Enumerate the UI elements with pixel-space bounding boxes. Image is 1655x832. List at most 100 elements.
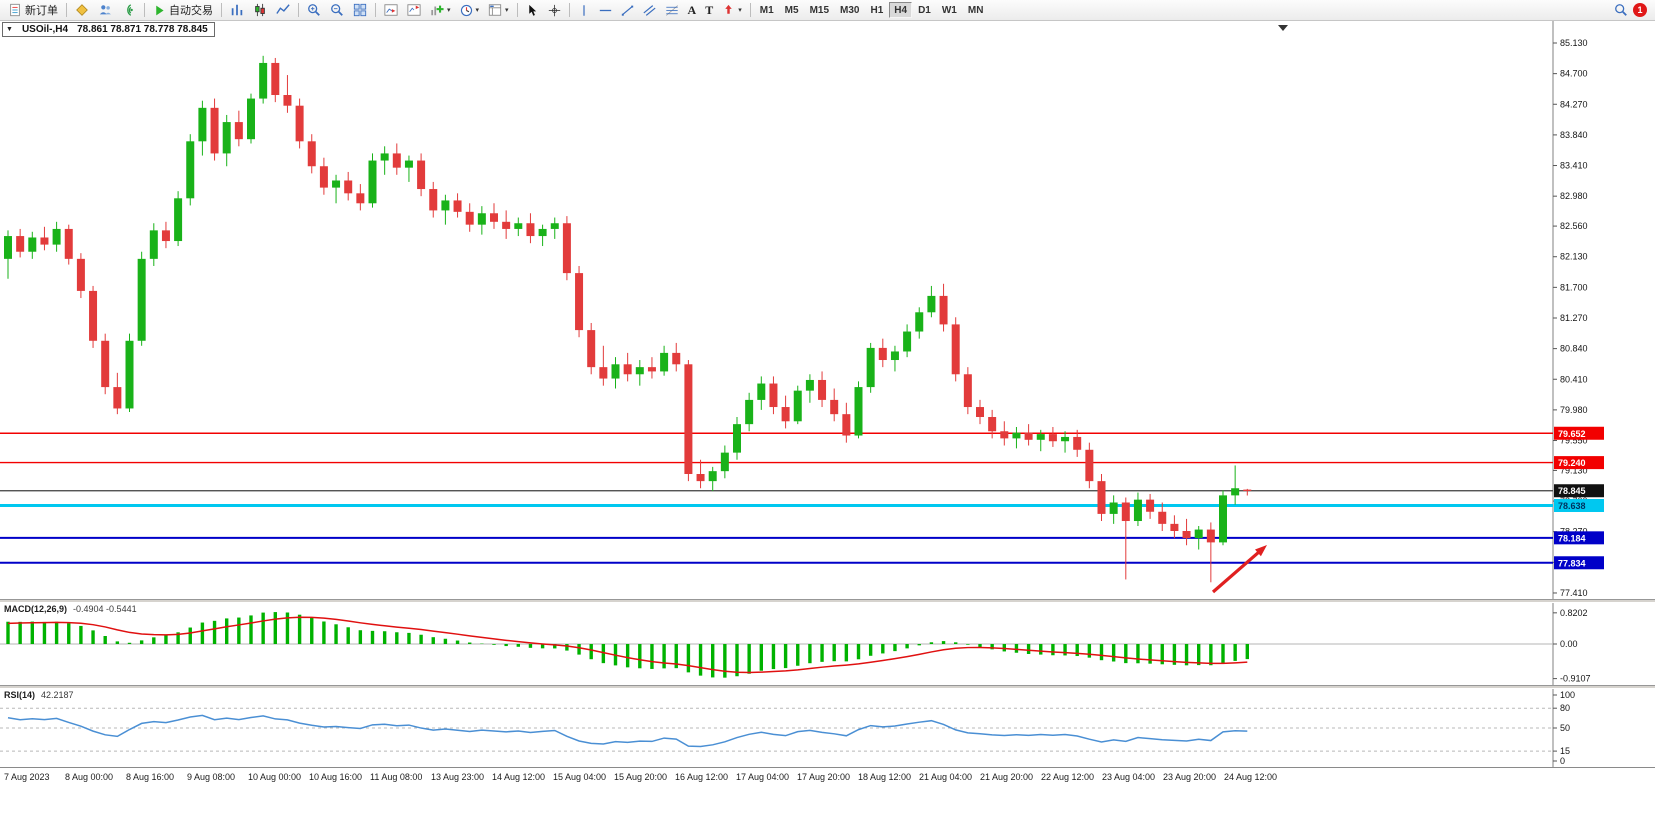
timeframe-d1[interactable]: D1 xyxy=(918,5,931,16)
crosshair-button[interactable] xyxy=(544,1,565,19)
auto-trading-label: 自动交易 xyxy=(169,5,213,17)
arrow-shape-icon xyxy=(722,4,735,17)
panel-resize-divider[interactable] xyxy=(0,599,1655,603)
toolbar-separator xyxy=(568,3,570,17)
chevron-down-icon: ▾ xyxy=(475,6,480,14)
time-axis-label: 10 Aug 16:00 xyxy=(309,772,363,782)
time-axis-label: 15 Aug 04:00 xyxy=(553,772,607,782)
timeframe-m5[interactable]: M5 xyxy=(784,5,799,16)
svg-text:83.410: 83.410 xyxy=(1560,161,1588,171)
templates-button[interactable]: ▾ xyxy=(484,1,513,19)
svg-text:-0.9107: -0.9107 xyxy=(1560,674,1591,684)
channel-button[interactable] xyxy=(639,1,660,19)
time-axis-label: 24 Aug 12:00 xyxy=(1224,772,1278,782)
timeframe-m15[interactable]: M15 xyxy=(809,5,830,16)
toolbar-separator xyxy=(298,3,299,17)
svg-text:15: 15 xyxy=(1560,746,1570,756)
horizontal-lines[interactable] xyxy=(0,432,1553,564)
trendline-button[interactable] xyxy=(617,1,638,19)
chart-symbol-header[interactable]: ▼ USOil-,H4 78.861 78.871 78.778 78.845 xyxy=(2,22,215,37)
rsi-value: 42.2187 xyxy=(41,690,74,700)
timeframe-m1[interactable]: M1 xyxy=(759,5,774,16)
rsi-label: RSI(14) 42.2187 xyxy=(4,690,74,700)
macd-name: MACD(12,26,9) xyxy=(4,604,68,614)
auto-trading-button[interactable]: 自动交易 xyxy=(149,1,217,19)
vertical-line-button[interactable] xyxy=(574,1,594,19)
marketplace-button[interactable] xyxy=(71,1,93,19)
tile-windows-button[interactable] xyxy=(349,1,371,19)
label-tool-label: T xyxy=(705,2,714,17)
timeframe-w1[interactable]: W1 xyxy=(941,5,957,16)
svg-text:79.130: 79.130 xyxy=(1560,465,1588,475)
diamond-icon xyxy=(75,3,89,17)
timeframe-mn[interactable]: MN xyxy=(967,5,984,16)
svg-text:78.845: 78.845 xyxy=(1558,486,1586,496)
svg-text:85.130: 85.130 xyxy=(1560,38,1588,48)
svg-text:82.560: 82.560 xyxy=(1560,221,1588,231)
time-axis-label: 21 Aug 04:00 xyxy=(919,772,973,782)
symbol-timeframe-label: USOil-,H4 xyxy=(21,24,69,35)
community-button[interactable] xyxy=(94,1,117,19)
crosshair-icon xyxy=(548,4,561,17)
timeframe-h4[interactable]: H4 xyxy=(889,2,913,18)
indicators-button[interactable]: ▾ xyxy=(426,1,455,19)
trend-arrow-annotation[interactable] xyxy=(1211,545,1267,594)
tile-windows-icon xyxy=(353,3,367,17)
cursor-button[interactable] xyxy=(522,1,543,19)
auto-scroll-button[interactable] xyxy=(380,1,402,19)
price-tags: 79.652 79.240 78.845 78.638 78.184 77.834 xyxy=(1554,426,1604,570)
svg-text:82.130: 82.130 xyxy=(1560,252,1588,262)
svg-text:0: 0 xyxy=(1560,756,1565,766)
chart-shift-button[interactable] xyxy=(403,1,425,19)
timeframe-m30[interactable]: M30 xyxy=(840,5,860,16)
svg-text:0.8202: 0.8202 xyxy=(1560,608,1588,618)
main-chart-canvas[interactable]: 85.130 84.700 84.270 83.840 83.410 82.980 82.5… xyxy=(0,21,1655,599)
rsi-panel-canvas[interactable]: 100 80 50 150 xyxy=(0,689,1655,767)
scroll-to-end-marker[interactable] xyxy=(1278,25,1288,31)
rsi-line xyxy=(7,714,1248,748)
time-axis-label: 22 Aug 12:00 xyxy=(1041,772,1095,782)
time-axis-label: 8 Aug 00:00 xyxy=(65,772,114,782)
timeframe-h1[interactable]: H1 xyxy=(870,5,884,16)
macd-panel-canvas[interactable]: 0.8202 0.00 -0.9107 xyxy=(0,603,1655,685)
candles-series[interactable] xyxy=(4,55,1252,583)
collapse-triangle-icon[interactable]: ▼ xyxy=(6,26,13,33)
time-axis[interactable]: 7 Aug 2023 8 Aug 00:00 8 Aug 16:00 9 Aug 08… xyxy=(0,767,1655,785)
time-axis-label: 7 Aug 2023 xyxy=(4,772,50,782)
fibonacci-button[interactable] xyxy=(661,1,683,19)
signals-button[interactable] xyxy=(118,1,140,19)
search-icon[interactable] xyxy=(1614,3,1628,17)
time-axis-label: 18 Aug 12:00 xyxy=(858,772,912,782)
new-order-button[interactable]: 新订单 xyxy=(4,1,62,19)
svg-text:78.184: 78.184 xyxy=(1558,533,1586,543)
time-axis-label: 23 Aug 04:00 xyxy=(1102,772,1156,782)
time-axis-label: 23 Aug 20:00 xyxy=(1163,772,1217,782)
time-axis-label: 17 Aug 04:00 xyxy=(736,772,790,782)
arrows-tool-button[interactable]: ▾ xyxy=(718,1,746,19)
fibonacci-icon xyxy=(665,4,679,17)
text-tool-button[interactable]: A xyxy=(684,1,701,19)
svg-text:84.700: 84.700 xyxy=(1560,69,1588,79)
line-chart-button[interactable] xyxy=(272,1,294,19)
notification-badge[interactable]: 1 xyxy=(1633,3,1647,17)
candlestick-chart-button[interactable] xyxy=(249,1,271,19)
panel-resize-divider[interactable] xyxy=(0,685,1655,689)
ohlc-values: 78.861 78.871 78.778 78.845 xyxy=(77,24,208,35)
time-axis-label: 13 Aug 23:00 xyxy=(431,772,485,782)
price-axis[interactable]: 85.130 84.700 84.270 83.840 83.410 82.980 82.5… xyxy=(1552,21,1588,599)
horizontal-line-button[interactable] xyxy=(595,1,616,19)
time-axis-label: 15 Aug 20:00 xyxy=(614,772,668,782)
zoom-out-button[interactable] xyxy=(326,1,348,19)
periods-button[interactable]: ▾ xyxy=(456,1,484,19)
svg-text:80.410: 80.410 xyxy=(1560,374,1588,384)
chart-shift-icon xyxy=(407,3,421,17)
chevron-down-icon: ▾ xyxy=(738,6,742,14)
main-toolbar: 新订单 自动交易 ▾ ▾ ▾ A T ▾ M1 M5 M15 M30 H1 H4… xyxy=(0,0,1655,21)
bar-chart-button[interactable] xyxy=(226,1,248,19)
svg-text:77.834: 77.834 xyxy=(1558,558,1586,568)
svg-text:84.270: 84.270 xyxy=(1560,99,1588,109)
time-axis-label: 21 Aug 20:00 xyxy=(980,772,1034,782)
cursor-icon xyxy=(526,4,539,17)
text-label-tool-button[interactable]: T xyxy=(701,1,717,19)
zoom-in-button[interactable] xyxy=(303,1,325,19)
